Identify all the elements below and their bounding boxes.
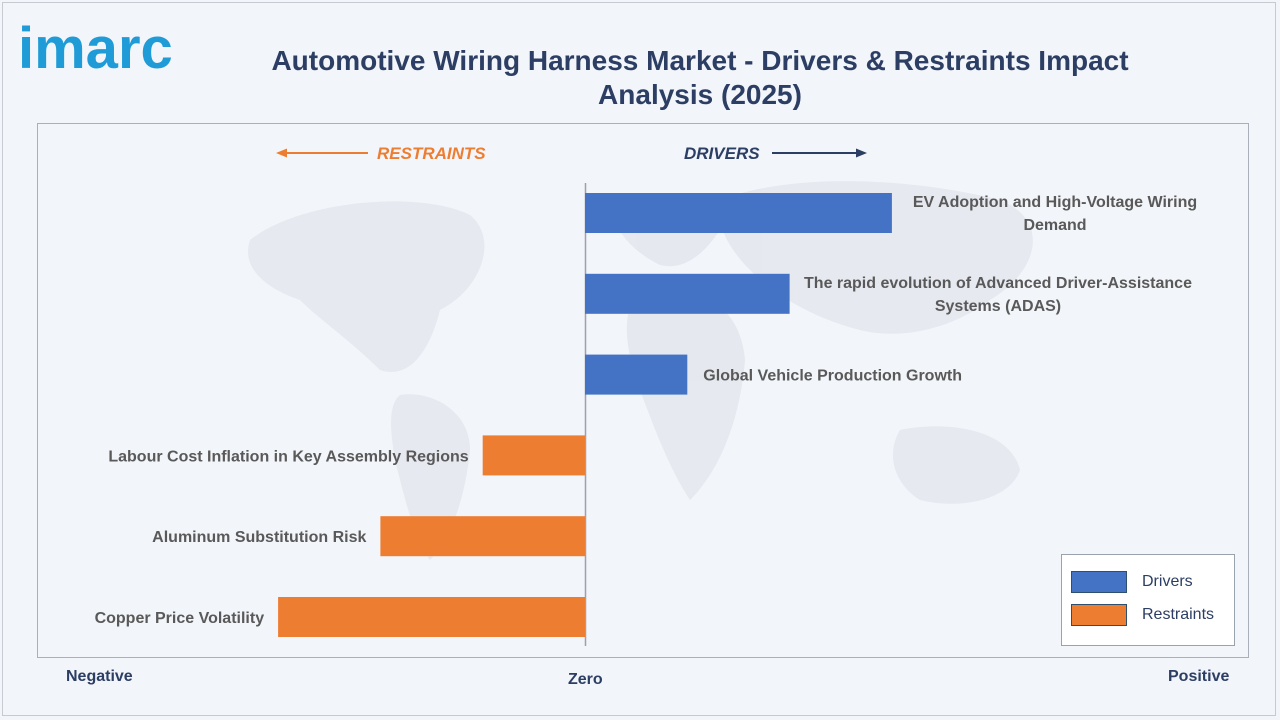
bar-restraint-4 [380,516,585,557]
axis-label-negative: Negative [66,668,133,685]
legend-swatch-restraints [1071,604,1127,626]
imarc-logo: imarc [18,16,173,81]
legend-swatch-drivers [1071,571,1127,593]
category-label-0: EV Adoption and High-Voltage Wiring Deman… [913,194,1197,234]
drivers-direction-label: DRIVERS [684,144,760,163]
axis-label-positive: Positive [1168,668,1230,685]
bars-group [278,193,892,637]
legend: Drivers Restraints [1061,554,1235,646]
bar-driver-2 [585,354,688,395]
category-label-1: The rapid evolution of Advanced Driver-A… [804,275,1192,315]
category-label-3: Labour Cost Inflation in Key Assembly Re… [108,448,468,465]
legend-label-restraints: Restraints [1142,606,1215,623]
bar-driver-1 [585,273,790,314]
bar-driver-0 [585,193,892,233]
bar-restraint-3 [482,435,585,476]
category-label-5: Copper Price Volatility [95,610,265,627]
legend-label-drivers: Drivers [1142,573,1193,590]
category-label-4: Aluminum Substitution Risk [152,529,366,546]
legend-item-restraints: Restraints [1071,604,1214,626]
bar-restraint-5 [278,597,585,637]
chart-title: Automotive Wiring Harness Market - Drive… [271,45,1129,110]
legend-item-drivers: Drivers [1071,571,1193,593]
category-label-2: Global Vehicle Production Growth [703,368,962,385]
category-labels-group: EV Adoption and High-Voltage Wiring Deman… [95,194,1198,627]
restraints-direction-label: RESTRAINTS [377,144,486,163]
restraints-arrow [276,148,368,158]
axis-label-zero: Zero [568,671,603,688]
drivers-arrow [772,148,867,158]
